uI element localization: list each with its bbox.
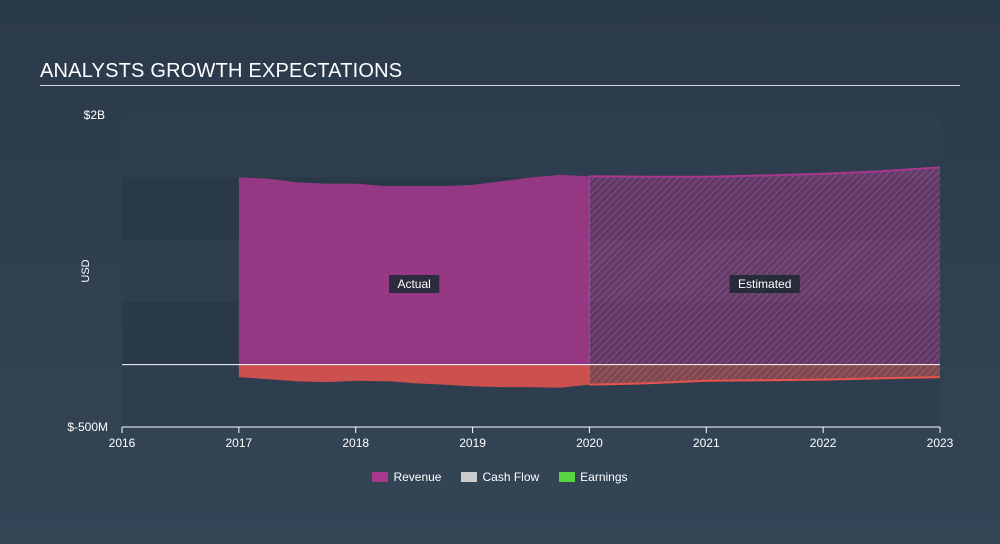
grid-band [122, 115, 940, 178]
y-tick-label-bottom: $-500M [67, 420, 108, 434]
estimated-label-bg [729, 275, 800, 293]
legend-item-earnings[interactable]: Earnings [559, 470, 628, 484]
x-tick-label: 2021 [693, 436, 720, 450]
page-title: ANALYSTS GROWTH EXPECTATIONS [40, 60, 403, 82]
x-tick-label: 2019 [459, 436, 486, 450]
estimated-label: Estimated [729, 275, 800, 293]
x-tick-label: 2022 [810, 436, 837, 450]
net-loss-actual-area [238, 364, 590, 388]
chart-legend: Revenue Cash Flow Earnings [0, 470, 1000, 484]
legend-swatch-revenue [372, 472, 389, 482]
x-tick-label: 2020 [576, 436, 603, 450]
net-loss-estimated-line [589, 376, 941, 386]
revenue-actual-area [238, 174, 590, 365]
x-tick-label: 2023 [927, 436, 954, 450]
actual-label-bg [389, 275, 440, 293]
legend-item-cash-flow[interactable]: Cash Flow [461, 470, 539, 484]
legend-label-cash-flow: Cash Flow [482, 470, 540, 484]
x-tick-label: 2017 [226, 436, 253, 450]
legend-swatch-cash-flow [461, 472, 478, 482]
actual-label-text: Actual [397, 277, 430, 291]
title-divider [40, 85, 960, 86]
estimated-label-text: Estimated [738, 277, 791, 291]
y-axis-label: USD [80, 259, 92, 282]
x-tick-label: 2016 [109, 436, 136, 450]
legend-item-revenue[interactable]: Revenue [372, 470, 441, 484]
revenue-estimated-hatch [589, 167, 940, 365]
x-tick-label: 2018 [342, 436, 369, 450]
legend-swatch-earnings [559, 472, 576, 482]
net-loss-estimated-hatch [589, 364, 940, 385]
legend-label-earnings: Earnings [580, 470, 628, 484]
legend-label-revenue: Revenue [393, 470, 442, 484]
actual-label: Actual [389, 275, 440, 293]
y-tick-label-top: $2B [84, 108, 105, 122]
revenue-estimated-line [589, 166, 941, 178]
